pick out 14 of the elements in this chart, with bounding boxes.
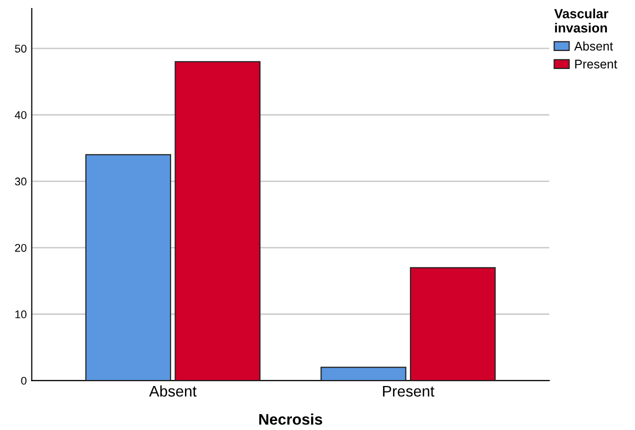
bar bbox=[410, 267, 496, 381]
y-tick-label: 0 bbox=[21, 376, 26, 385]
y-tick-label: 20 bbox=[15, 244, 26, 252]
legend-label: Absent bbox=[574, 41, 614, 51]
bar bbox=[174, 61, 260, 381]
y-tick-label: 40 bbox=[14, 111, 26, 120]
legend-label: Present bbox=[575, 60, 618, 69]
x-axis-title: Necrosis bbox=[259, 414, 322, 425]
legend-title: Vascular invasion bbox=[554, 8, 608, 33]
y-tick-label: 10 bbox=[15, 310, 26, 318]
bar bbox=[85, 154, 172, 381]
bar bbox=[320, 366, 406, 381]
y-tick-label: 30 bbox=[14, 178, 26, 186]
y-tick-label: 50 bbox=[14, 44, 26, 53]
